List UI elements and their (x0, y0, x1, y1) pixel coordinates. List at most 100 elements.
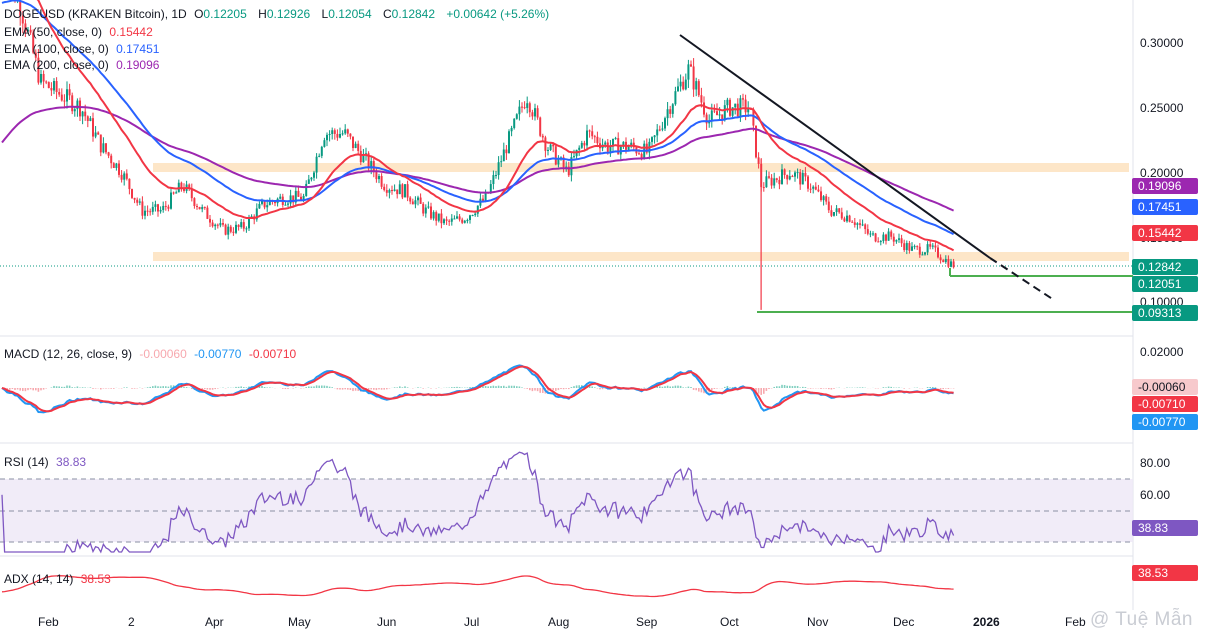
candle-body (258, 203, 261, 209)
macd-line (1, 364, 954, 414)
macd-histogram-bar (61, 386, 63, 388)
candle-body (58, 92, 61, 95)
macd-histogram-bar (157, 386, 159, 388)
time-tick: Oct (720, 615, 739, 629)
candle-body (879, 241, 882, 243)
macd-histogram-bar (942, 388, 944, 390)
candle-body (427, 206, 430, 208)
macd-histogram-bar (105, 388, 107, 389)
macd-histogram-bar (141, 388, 144, 389)
candle-body (817, 189, 820, 192)
candle-body (859, 223, 861, 225)
candle-body (310, 177, 313, 180)
macd-histogram-bar (214, 388, 216, 390)
candle-body (315, 156, 318, 173)
macd-histogram-bar (484, 386, 487, 388)
macd-histogram-bar (315, 385, 318, 388)
macd-hist-tag: -0.00060 (1132, 379, 1198, 395)
candle-body (508, 131, 510, 154)
macd-histogram-bar (380, 388, 383, 390)
candle-body (133, 197, 136, 200)
candle-body (781, 169, 783, 185)
macd-histogram-bar (947, 388, 950, 389)
macd-histogram-bar (55, 386, 58, 388)
ema-100-legend[interactable]: EMA (100, close, 0) 0.17451 (4, 41, 163, 57)
candle-body (94, 132, 97, 137)
candle-body (939, 257, 942, 261)
candle-body (768, 176, 770, 178)
time-tick-year: 2026 (973, 615, 1000, 629)
macd-histogram-bar (705, 388, 708, 394)
adx-legend[interactable]: ADX (14, 14) 38.53 (4, 572, 111, 586)
macd-histogram-bar (700, 388, 703, 393)
candle-body (721, 114, 724, 121)
candle-body (934, 245, 937, 248)
candle-body (229, 226, 232, 232)
candle-body (856, 223, 859, 225)
candle-body (827, 201, 830, 211)
macd-histogram-bar (53, 385, 55, 388)
candle-body (476, 205, 479, 214)
candle-body (115, 163, 118, 168)
macd-legend[interactable]: MACD (12, 26, close, 9) -0.00060 -0.0077… (4, 347, 296, 361)
ema-200-value: 0.19096 (116, 58, 160, 72)
macd-histogram-bar (430, 388, 432, 389)
candle-body (541, 135, 544, 138)
candle-body (510, 127, 513, 132)
candle-body (450, 218, 453, 222)
candle-body (448, 220, 451, 222)
macd-histogram-bar (791, 386, 794, 388)
candle-body (651, 137, 653, 142)
candle-body (188, 184, 191, 189)
candle-body (723, 105, 726, 121)
macd-histogram-bar (825, 388, 827, 389)
candle-body (778, 179, 781, 185)
candle-body (755, 125, 757, 158)
macd-histogram-bar (903, 388, 905, 389)
candle-body (664, 118, 666, 129)
ema-50-legend[interactable]: EMA (50, close, 0) 0.15442 (4, 24, 157, 40)
macd-histogram-bar (513, 385, 515, 388)
candle-body (846, 215, 848, 222)
macd-histogram-bar (375, 388, 378, 391)
downtrend-line-projection (989, 257, 1055, 301)
rsi-legend[interactable]: RSI (14) 38.83 (4, 455, 86, 469)
macd-histogram-bar (929, 387, 931, 388)
ema-100-label: EMA (100, close, 0) (4, 42, 109, 56)
resistance-zone[interactable] (153, 163, 1129, 172)
macd-histogram-bar (830, 388, 833, 390)
macd-histogram-bar (885, 387, 887, 388)
candle-body (700, 95, 703, 103)
macd-histogram-bar (74, 387, 76, 388)
candle-body (799, 172, 802, 185)
candle-body (653, 135, 656, 138)
candle-body (731, 107, 734, 116)
macd-histogram-bar (318, 385, 320, 388)
candle-body (710, 110, 713, 121)
candle-body (796, 172, 799, 174)
symbol-label[interactable]: DOGEUSD (KRAKEN Bitcoin), 1D (4, 7, 187, 21)
macd-histogram-bar (146, 387, 149, 388)
macd-histogram-bar (110, 388, 112, 389)
macd-histogram-bar (763, 388, 765, 394)
macd-histogram-bar (191, 388, 193, 389)
candle-body (929, 244, 932, 247)
candle-body (614, 138, 617, 140)
support-zone[interactable] (153, 252, 1129, 261)
candle-body (713, 110, 716, 112)
candle-body (349, 133, 352, 137)
downtrend-line[interactable] (679, 34, 991, 259)
candle-body (716, 111, 718, 116)
candle-body (744, 99, 747, 113)
adx-tag: 38.53 (1132, 565, 1198, 581)
candle-body (396, 189, 399, 195)
candle-body (679, 81, 682, 87)
macd-histogram-bar (19, 388, 21, 391)
candle-body (497, 162, 500, 176)
candle-body (201, 207, 204, 210)
ema-200-legend[interactable]: EMA (200, close, 0) 0.19096 (4, 57, 163, 73)
low-value: 0.12054 (328, 7, 372, 21)
macd-histogram-bar (258, 385, 261, 388)
macd-axis-tick: 0.02000 (1140, 345, 1184, 359)
